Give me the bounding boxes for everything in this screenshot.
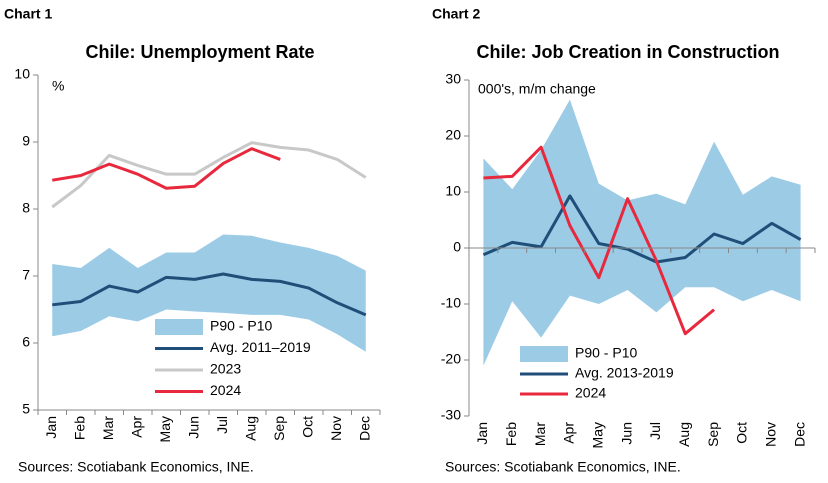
y-tick-label: 6 <box>22 334 30 350</box>
legend-label: Avg. 2011–2019 <box>210 339 311 355</box>
x-tick-label: Jun <box>185 416 201 439</box>
source: Sources: Scotiabank Economics, INE. <box>18 459 254 475</box>
x-tick-label: Nov <box>762 422 778 447</box>
x-tick-label: Aug <box>242 416 258 441</box>
legend-label: P90 - P10 <box>575 345 637 361</box>
unit-label: 000's, m/m change <box>478 81 596 97</box>
x-tick-label: Jan <box>43 416 59 439</box>
chart-label: Chart 2 <box>432 6 480 22</box>
y-tick-label: -10 <box>441 295 461 311</box>
x-tick-label: Aug <box>676 422 692 447</box>
x-tick-label: Oct <box>299 416 315 438</box>
chart-label: Chart 1 <box>4 6 52 22</box>
y-tick-label: 7 <box>22 267 30 283</box>
x-tick-label: Dec <box>356 416 372 441</box>
y-tick-label: 0 <box>453 239 461 255</box>
x-tick-label: Dec <box>791 422 807 447</box>
legend-label: 2023 <box>210 361 241 377</box>
x-tick-label: Apr <box>561 422 577 444</box>
y-tick-label: 5 <box>22 401 30 417</box>
x-tick-label: Sep <box>271 416 287 441</box>
x-tick-label: Nov <box>328 416 344 441</box>
x-tick-label: Jan <box>474 422 490 445</box>
line <box>482 194 802 264</box>
chart-title: Chile: Unemployment Rate <box>85 42 314 62</box>
x-tick-label: Sep <box>705 422 721 447</box>
line <box>52 147 281 190</box>
legend-label: Avg. 2013-2019 <box>575 365 674 381</box>
line <box>52 272 367 317</box>
legend-label: 2024 <box>210 382 241 398</box>
y-tick-label: 10 <box>445 183 461 199</box>
x-tick-label: Feb <box>503 422 519 446</box>
y-tick-label: 8 <box>22 200 30 216</box>
chart-title: Chile: Job Creation in Construction <box>476 42 779 62</box>
y-tick-label: -20 <box>441 351 461 367</box>
x-tick-label: Jul <box>647 422 663 440</box>
legend-swatch <box>520 346 568 362</box>
source: Sources: Scotiabank Economics, INE. <box>445 459 681 475</box>
x-tick-label: Oct <box>734 422 750 444</box>
x-tick-label: Feb <box>71 416 87 440</box>
band-area <box>52 234 366 352</box>
y-tick-label: 30 <box>445 71 461 87</box>
x-tick-label: Apr <box>128 416 144 438</box>
legend-label: P90 - P10 <box>210 318 272 334</box>
x-tick-label: May <box>589 422 605 448</box>
legend-label: 2024 <box>575 385 606 401</box>
x-tick-label: Jul <box>214 416 230 434</box>
x-tick-label: Mar <box>532 422 548 446</box>
legend-swatch <box>155 319 203 335</box>
x-tick-label: Jun <box>618 422 634 445</box>
y-tick-label: 10 <box>14 66 30 82</box>
x-tick-label: Mar <box>100 416 116 440</box>
line <box>51 141 367 209</box>
y-tick-label: 9 <box>22 133 30 149</box>
line <box>483 145 716 336</box>
unit-label: % <box>52 78 64 94</box>
y-tick-label: -30 <box>441 407 461 423</box>
y-tick-label: 20 <box>445 127 461 143</box>
x-tick-label: May <box>157 416 173 442</box>
